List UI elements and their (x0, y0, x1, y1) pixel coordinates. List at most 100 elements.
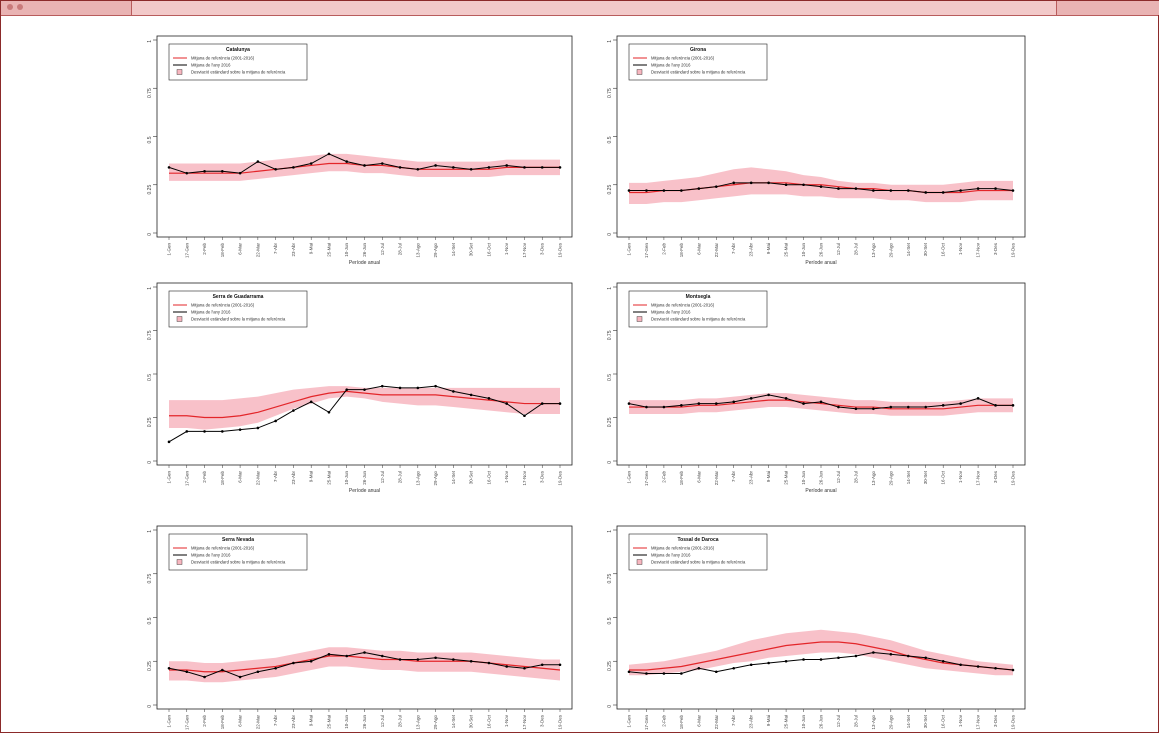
x-tick-label: 3-Des (540, 714, 545, 727)
legend: Catalunya Mitjana de referència (2001-201… (168, 43, 308, 81)
year-mean-point (854, 407, 858, 411)
x-tick-label: 25-Mai (784, 243, 789, 257)
year-mean-point (662, 189, 666, 192)
y-tick-label: 0 (607, 705, 613, 708)
year-mean-point (327, 410, 331, 414)
year-mean-point (469, 659, 473, 663)
year-mean-point (714, 670, 718, 674)
year-mean-point (994, 404, 997, 407)
y-tick-label: 0.25 (607, 417, 613, 427)
year-mean-point (309, 400, 313, 404)
year-mean-point (645, 672, 648, 675)
year-mean-point (434, 164, 437, 167)
year-mean-point (203, 675, 206, 679)
x-tick-label: 7-Abr (731, 471, 736, 483)
legend-box (628, 533, 768, 571)
x-tick-label: 2-Feb (661, 471, 666, 483)
x-tick-label: 30-Set (923, 470, 928, 484)
year-mean-point (924, 656, 928, 660)
reference-mean-line (169, 655, 561, 673)
x-tick-label: 14-Set (451, 470, 456, 484)
x-tick-label: 3-Des (993, 470, 998, 483)
x-tick-label: 9-Mai (309, 243, 314, 254)
x-tick-label: 18-Feb (220, 471, 225, 486)
year-mean-point (398, 658, 402, 661)
x-tick-label: 19-Des (558, 470, 563, 485)
legend: Girona Mitjana de referència (2001-2016) M… (628, 43, 768, 81)
legend-swatch (636, 559, 643, 565)
x-tick-label: 22-Mar (714, 715, 719, 730)
year-mean-point (837, 405, 840, 409)
x-tick-label: 29-Ago (888, 715, 893, 730)
x-tick-label: 12-Jul (380, 243, 385, 255)
year-mean-point (274, 419, 277, 423)
year-mean-point (469, 393, 473, 397)
y-tick-label: 1 (147, 530, 153, 533)
y-tick-label: 0.25 (147, 417, 153, 427)
year-mean-point (976, 187, 980, 190)
x-tick-label: 30-Set (923, 242, 928, 256)
year-mean-point (185, 171, 189, 175)
legend-swatch (636, 69, 643, 75)
x-tick-label: 12-Jul (380, 715, 385, 727)
year-mean-point (924, 191, 928, 194)
legend-entry: Mitjana de l'any 2016 (651, 553, 691, 558)
x-tick-label: 13-Ago (415, 471, 420, 486)
legend-entry: Desviació estàndard sobre la mitjana de … (191, 317, 286, 322)
legend-entry: Mitjana de referència (2001-2016) (191, 303, 255, 308)
legend-box (168, 290, 308, 328)
year-mean-point (732, 666, 736, 670)
year-mean-point (416, 658, 420, 661)
year-mean-point (906, 189, 910, 192)
year-mean-point (802, 402, 805, 405)
x-tick-label: 10-Jun (344, 471, 349, 485)
year-mean-point (941, 191, 945, 194)
x-tick-label: 26-Jun (362, 471, 367, 485)
year-mean-point (416, 168, 420, 171)
year-mean-point (872, 189, 875, 192)
x-tick-label: 18-Feb (679, 471, 684, 486)
x-tick-label: 6-Mar (696, 243, 701, 255)
y-tick-label: 1 (607, 287, 613, 290)
legend-swatch (176, 316, 183, 322)
x-tick-label: 29-Ago (433, 715, 438, 730)
legend-entry: Mitjana de referència (2001-2016) (651, 56, 715, 61)
x-tick-label: 23-Abr (749, 243, 754, 257)
year-mean-point (523, 414, 526, 418)
x-tick-label: 14-Set (451, 714, 456, 728)
y-tick-label: 0.75 (607, 574, 613, 584)
year-mean-point (714, 185, 718, 188)
x-tick-label: 9-Mai (309, 715, 314, 726)
year-mean-point (802, 183, 805, 187)
chart-title: Catalunya (226, 47, 250, 53)
x-tick-label: 16-Oct (941, 242, 946, 256)
year-mean-point (906, 654, 910, 658)
x-tick-label: 3-Des (540, 470, 545, 483)
header-bar (1, 1, 1159, 16)
year-mean-point (505, 164, 508, 167)
header-dot-icon (7, 4, 13, 10)
x-tick-label: 10-Jun (801, 243, 806, 257)
x-tick-label: 26-Jun (819, 471, 824, 485)
year-mean-point (274, 666, 277, 670)
year-mean-point (854, 654, 858, 658)
x-tick-label: 17-Nov (976, 242, 981, 257)
x-tick-label: 1-Nov (958, 714, 963, 727)
year-mean-point (714, 402, 718, 405)
year-mean-point (487, 661, 491, 665)
x-tick-label: 14-Set (451, 242, 456, 256)
year-mean-point (345, 388, 349, 391)
x-tick-label: 19-Des (1011, 470, 1016, 485)
year-mean-point (767, 393, 770, 397)
x-tick-label: 29-Ago (888, 471, 893, 486)
y-tick-label: 0 (607, 233, 613, 236)
x-tick-label: 28-Jul (398, 471, 403, 483)
year-mean-point (540, 663, 544, 667)
legend-entry: Mitjana de l'any 2016 (191, 553, 231, 558)
year-mean-point (238, 675, 242, 679)
x-tick-label: 10-Jun (344, 243, 349, 257)
x-tick-label: 7-Abr (273, 243, 278, 255)
year-mean-point (167, 166, 171, 169)
x-tick-label: 23-Abr (291, 715, 296, 729)
